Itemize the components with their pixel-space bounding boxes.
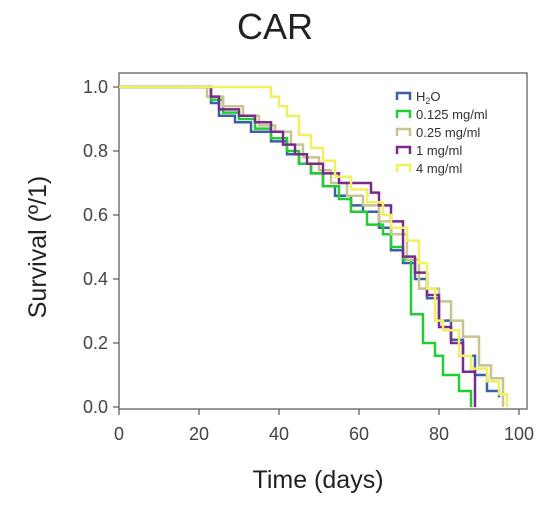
y-tick-label: 0.6	[83, 205, 108, 225]
y-tick-label: 0.8	[83, 141, 108, 161]
x-tick-label: 60	[349, 424, 369, 444]
x-tick-label: 20	[189, 424, 209, 444]
x-tick-label: 100	[504, 424, 534, 444]
x-tick-label: 0	[114, 424, 124, 444]
y-tick-label: 1.0	[83, 77, 108, 97]
y-axis-title: Survival (º/1)	[24, 176, 52, 319]
y-tick-label: 0.2	[83, 333, 108, 353]
legend-swatch-1	[395, 109, 412, 118]
legend-label-1: 0.125 mg/ml	[416, 107, 488, 122]
plot-frame	[118, 72, 528, 410]
legend-swatch-3	[395, 145, 412, 154]
x-tick-label: 40	[269, 424, 289, 444]
series-line-4	[119, 85, 509, 407]
series-line-3	[119, 85, 477, 407]
legend-label-4: 4 mg/ml	[416, 161, 462, 176]
y-tick-label: 0.0	[83, 397, 108, 417]
axes-layer: 0 20 40 60 80 100 0.0 0.2 0.4 0.6 0.8 1.0	[83, 72, 534, 444]
series-line-2	[119, 85, 505, 407]
y-tick-label: 0.4	[83, 269, 108, 289]
series-layer	[119, 85, 509, 407]
x-tick-label: 80	[429, 424, 449, 444]
legend-swatch-4	[395, 163, 412, 172]
legend-label-0: H2O	[416, 89, 441, 106]
legend-label-2: 0.25 mg/ml	[416, 125, 480, 140]
legend-swatch-2	[395, 127, 412, 136]
x-axis-title: Time (days)	[252, 466, 383, 494]
legend-swatch-0	[395, 91, 412, 100]
legend-label-3: 1 mg/ml	[416, 143, 462, 158]
chart-title: CAR	[236, 6, 313, 47]
